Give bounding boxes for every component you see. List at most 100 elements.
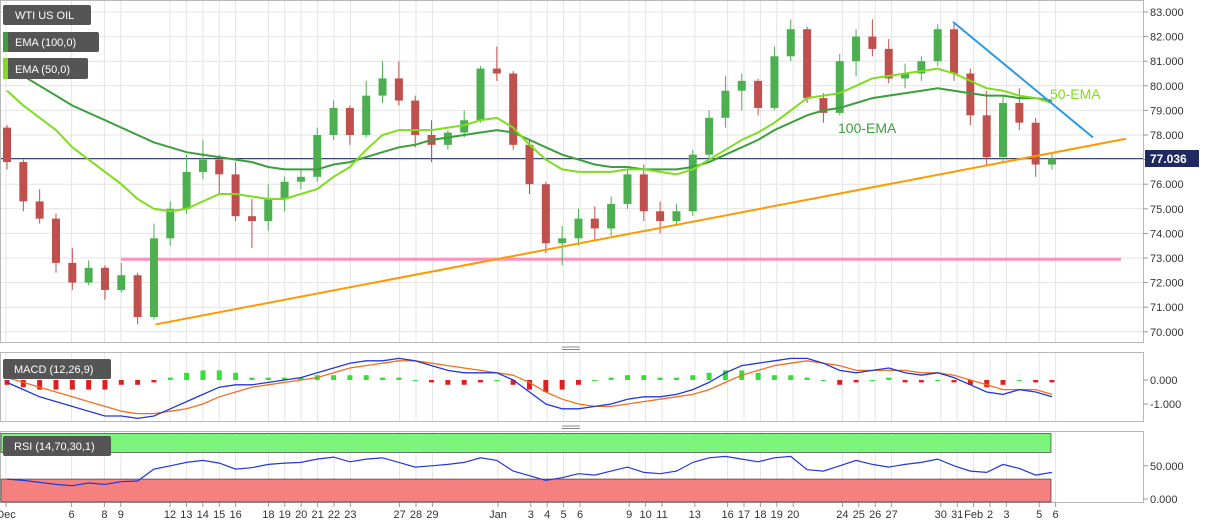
macd-histogram-bar: [690, 375, 696, 380]
candle-body: [215, 159, 224, 175]
candle-body: [198, 159, 207, 172]
macd-histogram-bar: [559, 380, 565, 390]
macd-tick-label: -1.000: [1150, 399, 1181, 411]
time-tick-label: 10: [639, 509, 651, 521]
time-tick-label: 18: [262, 509, 274, 521]
macd-histogram-bar: [53, 380, 59, 390]
candle-body: [313, 135, 322, 177]
candle-body: [950, 29, 959, 74]
time-tick-label: 17: [738, 509, 750, 521]
rsi-axis: 50.000 0.000: [1143, 461, 1184, 506]
price-tick-label: 73.000: [1150, 253, 1184, 265]
macd-histogram-bar: [461, 380, 467, 385]
macd-histogram-bar: [886, 377, 892, 380]
macd-histogram-bar: [184, 372, 190, 380]
candle-body: [411, 100, 420, 135]
legend-symbol[interactable]: WTI US OIL: [3, 5, 91, 25]
macd-histogram-bar: [167, 377, 173, 380]
rsi-oversold-zone: [0, 478, 1052, 503]
candle-body: [705, 117, 714, 155]
macd-panel-resize-handle[interactable]: [562, 346, 580, 350]
time-tick-label: 31: [951, 509, 963, 521]
candle-body: [901, 73, 910, 79]
macd-histogram-bar: [363, 375, 369, 380]
macd-histogram-bar: [706, 372, 712, 380]
candle-body: [100, 267, 109, 290]
rsi-tick-label: 50.000: [1150, 461, 1184, 473]
candle-body: [492, 68, 501, 74]
macd-histogram-bar: [282, 377, 288, 380]
time-tick-label: 5: [1036, 509, 1042, 521]
candle-body: [247, 216, 256, 222]
price-tick-label: 79.000: [1150, 105, 1184, 117]
candle-body: [852, 36, 861, 62]
macd-histogram-bar: [380, 377, 386, 380]
candle-body: [623, 174, 632, 204]
legend-ema100[interactable]: EMA (100,0): [3, 32, 99, 52]
time-tick-label: 22: [328, 509, 340, 521]
candle-body: [460, 120, 469, 133]
candle-body: [329, 107, 338, 135]
legend-ema50[interactable]: EMA (50,0): [3, 58, 88, 79]
candle-body: [280, 181, 289, 199]
macd-histogram-bar: [1049, 380, 1055, 383]
candle-body: [3, 127, 11, 163]
macd-histogram-bar: [804, 377, 810, 380]
macd-histogram-bar: [118, 380, 124, 385]
candle-body: [982, 115, 991, 158]
macd-histogram-bar: [151, 380, 157, 383]
rsi-panel-resize-handle[interactable]: [562, 425, 580, 429]
time-tick-label: 27: [885, 509, 897, 521]
candle-body: [688, 154, 697, 212]
macd-histogram-bar: [608, 377, 614, 380]
macd-indicator: [4, 357, 1055, 420]
time-tick-label: 16: [721, 509, 733, 521]
macd-histogram-bar: [1033, 380, 1039, 383]
candle-body: [786, 29, 795, 57]
macd-histogram-bar: [527, 380, 532, 390]
time-tick-label: 13: [180, 509, 192, 521]
macd-axis: 0.000 -1.000: [1143, 375, 1181, 411]
time-tick-label: 21: [311, 509, 323, 521]
macd-tick-label: 0.000: [1150, 375, 1178, 387]
legend-ema50-label: EMA (50,0): [15, 64, 70, 76]
candle-body: [19, 162, 28, 202]
ema50-line: [6, 67, 1053, 213]
macd-histogram-bar: [69, 380, 75, 390]
candle-body: [884, 48, 893, 79]
macd-histogram-bar: [984, 380, 990, 388]
legend-macd[interactable]: MACD (12,26,9): [3, 359, 111, 379]
time-tick-label: Feb: [964, 509, 983, 521]
time-tick-label: 3: [1003, 509, 1009, 521]
price-tick-label: 70.000: [1150, 327, 1184, 339]
candle-body: [84, 267, 93, 283]
candle-body: [1048, 158, 1056, 165]
macd-histogram-bar: [543, 380, 549, 392]
macd-histogram-bar: [853, 380, 859, 383]
price-tick-label: 72.000: [1150, 278, 1184, 290]
macd-signal-line: [6, 360, 1053, 415]
price-tick-label: 81.000: [1150, 56, 1184, 68]
candle-body: [378, 78, 387, 96]
candle-body: [133, 275, 142, 318]
time-tick-label: 15: [213, 509, 225, 521]
candle-body: [819, 98, 828, 113]
legend-rsi[interactable]: RSI (14,70,30,1): [3, 436, 111, 456]
macd-histogram-bar: [641, 375, 647, 380]
time-tick-label: 6: [577, 509, 583, 521]
time-tick-label: 20: [787, 509, 799, 521]
rsi-indicator: [0, 433, 1053, 503]
macd-histogram-bar: [657, 377, 663, 380]
ema-lines: [6, 65, 1053, 213]
time-tick-label: 5: [561, 509, 567, 521]
candle-body: [35, 201, 44, 219]
time-tick-label: 19: [771, 509, 783, 521]
time-tick-label: 29: [426, 509, 438, 521]
ema100-line: [6, 65, 1053, 171]
price-tick-label: 83.000: [1150, 7, 1184, 19]
macd-histogram-bar: [967, 380, 973, 385]
candle-body: [933, 29, 942, 62]
candle-body: [754, 80, 763, 108]
macd-histogram-bar: [624, 375, 630, 380]
